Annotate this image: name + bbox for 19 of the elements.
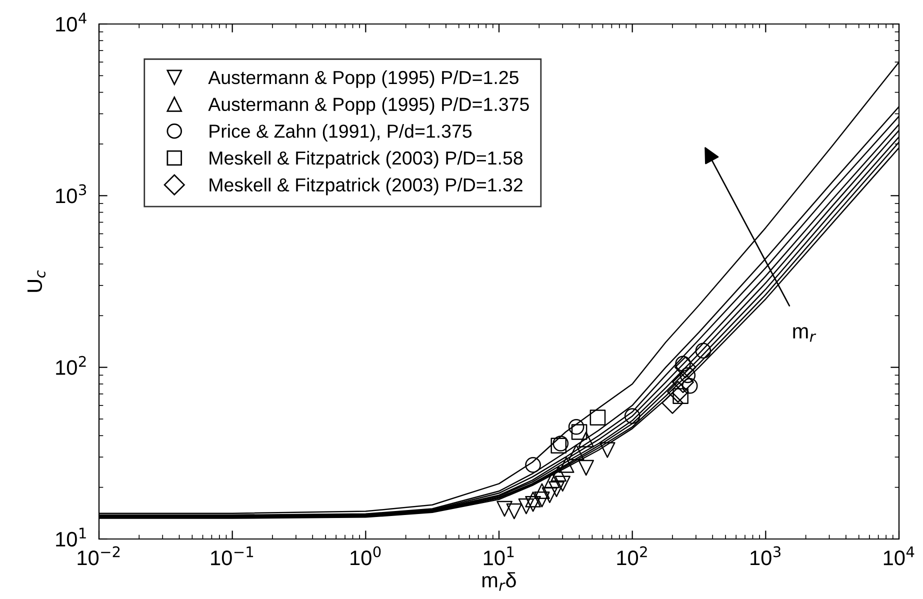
annotation: m$_{r}$ xyxy=(793,327,816,342)
x-tick-label: 10$^{−1}$ xyxy=(211,546,254,566)
legend-label: Meskell & Fitzpatrick (2003) P/D=1.32 xyxy=(210,178,522,196)
y-axis-title: U$_{c}$ xyxy=(28,270,46,292)
x-axis-title: m$_{r}$δ xyxy=(482,572,516,591)
y-tick-label: 10$^{1}$ xyxy=(56,528,86,547)
y-tick-label: 10$^{3}$ xyxy=(56,184,86,204)
legend-label: Austermann & Popp (1995) P/D=1.375 xyxy=(208,97,529,115)
x-tick-label: 10$^{1}$ xyxy=(484,546,514,566)
x-tick-label: 10$^{0}$ xyxy=(350,546,381,566)
x-tick-label: 10$^{−2}$ xyxy=(78,546,120,566)
x-tick-label: 10$^{2}$ xyxy=(617,546,647,566)
y-tick-label: 10$^{4}$ xyxy=(56,12,86,32)
x-tick-label: 10$^{4}$ xyxy=(884,546,914,566)
legend-label: Austermann & Popp (1995) P/D=1.25 xyxy=(208,70,518,88)
x-tick-label: 10$^{3}$ xyxy=(750,546,780,566)
legend-label: Price & Zahn (1991), P/d=1.375 xyxy=(210,124,472,142)
legend-label: Meskell & Fitzpatrick (2003) P/D=1.58 xyxy=(210,150,523,168)
y-tick-label: 10$^{2}$ xyxy=(56,356,86,375)
